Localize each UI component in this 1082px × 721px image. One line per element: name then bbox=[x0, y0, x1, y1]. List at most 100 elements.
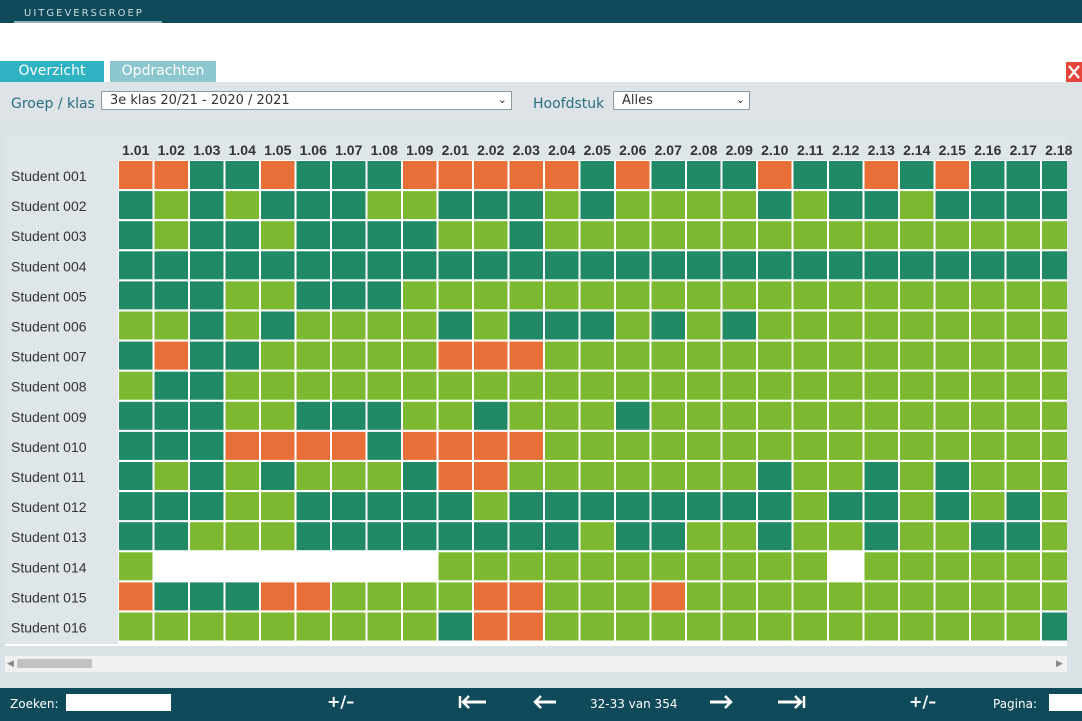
grid-cell[interactable] bbox=[545, 311, 579, 340]
grid-cell[interactable] bbox=[225, 161, 260, 189]
grid-cell[interactable] bbox=[509, 582, 544, 611]
grid-cell[interactable] bbox=[438, 522, 473, 551]
grid-cell[interactable] bbox=[225, 191, 260, 220]
grid-cell[interactable] bbox=[758, 221, 792, 250]
grid-cell[interactable] bbox=[367, 552, 402, 581]
grid-cell[interactable] bbox=[616, 431, 650, 460]
grid-cell[interactable] bbox=[935, 341, 970, 370]
grid-cell[interactable] bbox=[580, 431, 615, 460]
column-header[interactable]: 2.03 bbox=[513, 142, 540, 158]
tab-opdrachten[interactable]: Opdrachten bbox=[110, 61, 216, 82]
grid-cell[interactable] bbox=[261, 612, 295, 641]
grid-cell[interactable] bbox=[509, 612, 544, 641]
grid-cell[interactable] bbox=[332, 191, 366, 220]
grid-cell[interactable] bbox=[793, 191, 828, 220]
grid-cell[interactable] bbox=[261, 371, 295, 400]
grid-cell[interactable] bbox=[722, 281, 757, 310]
grid-cell[interactable] bbox=[154, 221, 189, 250]
grid-cell[interactable] bbox=[1006, 251, 1041, 280]
grid-cell[interactable] bbox=[119, 161, 153, 189]
grid-cell[interactable] bbox=[154, 462, 189, 490]
grid-cell[interactable] bbox=[971, 552, 1005, 581]
grid-cell[interactable] bbox=[722, 371, 757, 400]
grid-cell[interactable] bbox=[1006, 522, 1041, 551]
grid-cell[interactable] bbox=[190, 191, 224, 220]
grid-cell[interactable] bbox=[332, 251, 366, 280]
grid-cell[interactable] bbox=[758, 582, 792, 611]
column-header[interactable]: 2.10 bbox=[761, 142, 788, 158]
grid-cell[interactable] bbox=[296, 221, 331, 250]
grid-cell[interactable] bbox=[864, 341, 899, 370]
grid-cell[interactable] bbox=[403, 371, 437, 400]
grid-cell[interactable] bbox=[403, 341, 437, 370]
grid-cell[interactable] bbox=[332, 492, 366, 521]
grid-cell[interactable] bbox=[1042, 371, 1067, 400]
grid-cell[interactable] bbox=[616, 612, 650, 641]
student-name[interactable]: Student 001 bbox=[11, 168, 87, 184]
column-header[interactable]: 1.03 bbox=[193, 142, 220, 158]
grid-cell[interactable] bbox=[722, 552, 757, 581]
student-name[interactable]: Student 014 bbox=[11, 559, 87, 575]
grid-cell[interactable] bbox=[1006, 552, 1041, 581]
page-input[interactable] bbox=[1049, 694, 1082, 711]
grid-cell[interactable] bbox=[900, 311, 934, 340]
grid-cell[interactable] bbox=[119, 582, 153, 611]
grid-cell[interactable] bbox=[190, 251, 224, 280]
grid-cell[interactable] bbox=[900, 191, 934, 220]
grid-cell[interactable] bbox=[1042, 221, 1067, 250]
grid-cell[interactable] bbox=[580, 522, 615, 551]
grid-cell[interactable] bbox=[900, 401, 934, 430]
grid-cell[interactable] bbox=[261, 462, 295, 490]
grid-cell[interactable] bbox=[438, 341, 473, 370]
grid-cell[interactable] bbox=[616, 221, 650, 250]
grid-cell[interactable] bbox=[403, 251, 437, 280]
grid-cell[interactable] bbox=[296, 492, 331, 521]
grid-cell[interactable] bbox=[119, 492, 153, 521]
grid-cell[interactable] bbox=[900, 161, 934, 189]
grid-cell[interactable] bbox=[296, 612, 331, 641]
grid-cell[interactable] bbox=[722, 462, 757, 490]
grid-cell[interactable] bbox=[793, 371, 828, 400]
grid-cell[interactable] bbox=[367, 612, 402, 641]
grid-cell[interactable] bbox=[793, 462, 828, 490]
grid-cell[interactable] bbox=[119, 462, 153, 490]
grid-cell[interactable] bbox=[900, 492, 934, 521]
grid-cell[interactable] bbox=[900, 522, 934, 551]
grid-cell[interactable] bbox=[367, 281, 402, 310]
grid-cell[interactable] bbox=[509, 341, 544, 370]
grid-cell[interactable] bbox=[687, 582, 721, 611]
grid-cell[interactable] bbox=[722, 251, 757, 280]
grid-cell[interactable] bbox=[1042, 612, 1067, 641]
column-header[interactable]: 1.04 bbox=[229, 142, 256, 158]
student-name[interactable]: Student 016 bbox=[11, 620, 87, 636]
grid-cell[interactable] bbox=[829, 582, 863, 611]
grid-cell[interactable] bbox=[971, 221, 1005, 250]
grid-cell[interactable] bbox=[509, 251, 544, 280]
student-name[interactable]: Student 012 bbox=[11, 499, 87, 515]
column-header[interactable]: 2.06 bbox=[619, 142, 646, 158]
grid-cell[interactable] bbox=[261, 221, 295, 250]
grid-cell[interactable] bbox=[900, 281, 934, 310]
grid-cell[interactable] bbox=[438, 492, 473, 521]
grid-cell[interactable] bbox=[687, 161, 721, 189]
scroll-left-arrow-icon[interactable]: ◀ bbox=[7, 659, 14, 669]
grid-cell[interactable] bbox=[190, 401, 224, 430]
grid-cell[interactable] bbox=[651, 552, 686, 581]
first-page-button[interactable] bbox=[458, 692, 488, 716]
grid-cell[interactable] bbox=[119, 341, 153, 370]
grid-cell[interactable] bbox=[367, 462, 402, 490]
grid-cell[interactable] bbox=[971, 371, 1005, 400]
grid-cell[interactable] bbox=[864, 161, 899, 189]
grid-cell[interactable] bbox=[332, 462, 366, 490]
grid-cell[interactable] bbox=[651, 191, 686, 220]
grid-cell[interactable] bbox=[474, 492, 508, 521]
grid-cell[interactable] bbox=[687, 462, 721, 490]
grid-cell[interactable] bbox=[225, 281, 260, 310]
grid-cell[interactable] bbox=[119, 431, 153, 460]
grid-cell[interactable] bbox=[474, 582, 508, 611]
grid-cell[interactable] bbox=[332, 522, 366, 551]
grid-cell[interactable] bbox=[261, 582, 295, 611]
grid-cell[interactable] bbox=[261, 251, 295, 280]
grid-cell[interactable] bbox=[296, 341, 331, 370]
grid-cell[interactable] bbox=[438, 552, 473, 581]
